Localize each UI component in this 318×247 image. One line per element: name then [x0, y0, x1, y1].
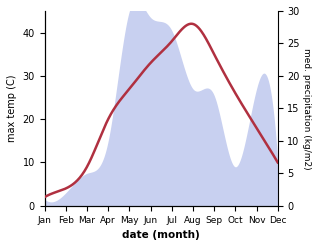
Y-axis label: med. precipitation (kg/m2): med. precipitation (kg/m2)	[302, 48, 311, 169]
X-axis label: date (month): date (month)	[122, 230, 200, 240]
Y-axis label: max temp (C): max temp (C)	[7, 75, 17, 142]
